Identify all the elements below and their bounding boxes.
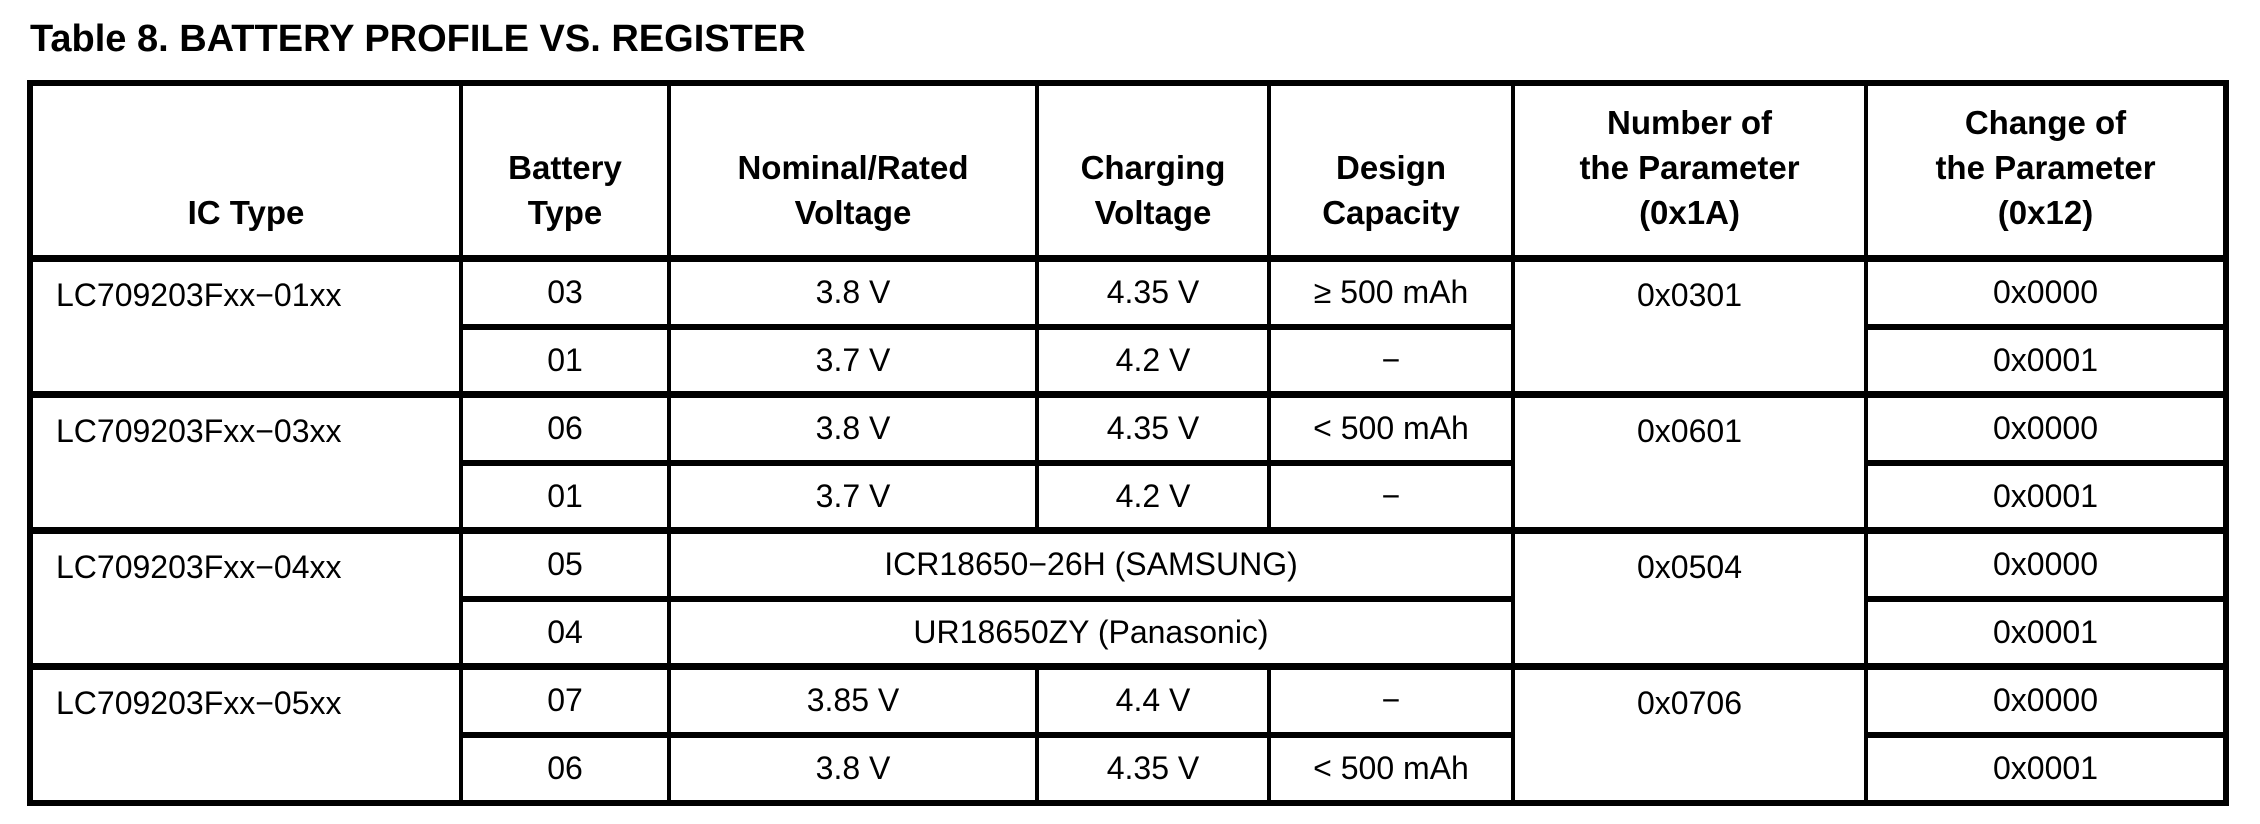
battery-profile-table: IC Type Battery Type Nominal/Rated Volta… (27, 80, 2229, 806)
cell-ic-type: LC709203Fxx−03xx (28, 391, 463, 533)
cell-nominal-voltage: 3.8 V (667, 731, 1039, 805)
cell-parameter-number: 0x0301 (1511, 256, 1868, 397)
table-title: Table 8. BATTERY PROFILE VS. REGISTER (30, 18, 806, 60)
table-row: LC709203Fxx−05xx 07 3.85 V 4.4 V − 0x070… (28, 663, 2228, 805)
table-row: LC709203Fxx−01xx 03 3.8 V 4.35 V ≥ 500 m… (28, 256, 2228, 397)
table-row: LC709203Fxx−03xx 06 3.8 V 4.35 V < 500 m… (28, 391, 2228, 533)
col-header-ic-type: IC Type (28, 81, 463, 262)
col-header-design-capacity: Design Capacity (1267, 81, 1515, 262)
cell-parameter-change: 0x0000 (1864, 256, 2228, 329)
col-header-parameter-change: Change of the Parameter (0x12) (1864, 81, 2228, 262)
cell-battery-model: ICR18650−26H (SAMSUNG) (667, 527, 1515, 601)
cell-nominal-voltage: 3.7 V (667, 323, 1039, 397)
cell-parameter-change: 0x0001 (1864, 459, 2228, 533)
cell-parameter-number: 0x0504 (1511, 527, 1868, 669)
cell-parameter-change: 0x0001 (1864, 595, 2228, 669)
cell-design-capacity: ≥ 500 mAh (1267, 256, 1515, 329)
cell-design-capacity: < 500 mAh (1267, 731, 1515, 805)
cell-nominal-voltage: 3.8 V (667, 391, 1039, 465)
datasheet-page: Table 8. BATTERY PROFILE VS. REGISTER IC… (0, 16, 2260, 824)
cell-design-capacity: − (1267, 323, 1515, 397)
table-row: 06 3.8 V 4.35 V < 500 mAh 0x0001 (30, 731, 2228, 805)
cell-charging-voltage: 4.35 V (1035, 256, 1271, 329)
cell-nominal-voltage: 3.7 V (667, 459, 1039, 533)
col-header-charging-voltage: Charging Voltage (1035, 81, 1271, 262)
table-row: 01 3.7 V 4.2 V − 0x0001 (30, 323, 2228, 397)
cell-parameter-change: 0x0000 (1864, 663, 2228, 737)
cell-parameter-number: 0x0601 (1511, 391, 1868, 533)
cell-parameter-number: 0x0706 (1511, 663, 1868, 805)
cell-battery-type: 06 (459, 731, 671, 805)
cell-battery-type: 03 (459, 256, 671, 329)
cell-design-capacity: < 500 mAh (1267, 391, 1515, 465)
cell-charging-voltage: 4.35 V (1035, 391, 1271, 465)
table-row: LC709203Fxx−04xx 05 ICR18650−26H (SAMSUN… (28, 527, 2228, 669)
header-row: IC Type Battery Type Nominal/Rated Volta… (28, 81, 2228, 262)
col-header-battery-type: Battery Type (459, 81, 671, 262)
cell-battery-type: 07 (459, 663, 671, 737)
cell-parameter-change: 0x0000 (1864, 527, 2228, 601)
cell-nominal-voltage: 3.8 V (667, 256, 1039, 329)
cell-parameter-change: 0x0000 (1864, 391, 2228, 465)
cell-ic-type: LC709203Fxx−04xx (28, 527, 463, 669)
cell-battery-type: 06 (459, 391, 671, 465)
table-header: IC Type Battery Type Nominal/Rated Volta… (28, 81, 2228, 262)
cell-nominal-voltage: 3.85 V (667, 663, 1039, 737)
cell-design-capacity: − (1267, 459, 1515, 533)
cell-parameter-change: 0x0001 (1864, 731, 2228, 805)
cell-design-capacity: − (1267, 663, 1515, 737)
cell-battery-model: UR18650ZY (Panasonic) (667, 595, 1515, 669)
cell-parameter-change: 0x0001 (1864, 323, 2228, 397)
cell-battery-type: 01 (459, 459, 671, 533)
table-body: LC709203Fxx−01xx 03 3.8 V 4.35 V ≥ 500 m… (28, 256, 2228, 805)
cell-battery-type: 05 (459, 527, 671, 601)
col-header-nominal-voltage: Nominal/Rated Voltage (667, 81, 1039, 262)
cell-charging-voltage: 4.2 V (1035, 459, 1271, 533)
cell-charging-voltage: 4.4 V (1035, 663, 1271, 737)
col-header-parameter-number: Number of the Parameter (0x1A) (1511, 81, 1868, 262)
table-row: 01 3.7 V 4.2 V − 0x0001 (30, 459, 2228, 533)
cell-battery-type: 01 (459, 323, 671, 397)
cell-charging-voltage: 4.2 V (1035, 323, 1271, 397)
cell-ic-type: LC709203Fxx−01xx (28, 256, 463, 397)
table-row: 04 UR18650ZY (Panasonic) 0x0001 (30, 595, 2228, 669)
cell-battery-type: 04 (459, 595, 671, 669)
cell-charging-voltage: 4.35 V (1035, 731, 1271, 805)
cell-ic-type: LC709203Fxx−05xx (28, 663, 463, 805)
